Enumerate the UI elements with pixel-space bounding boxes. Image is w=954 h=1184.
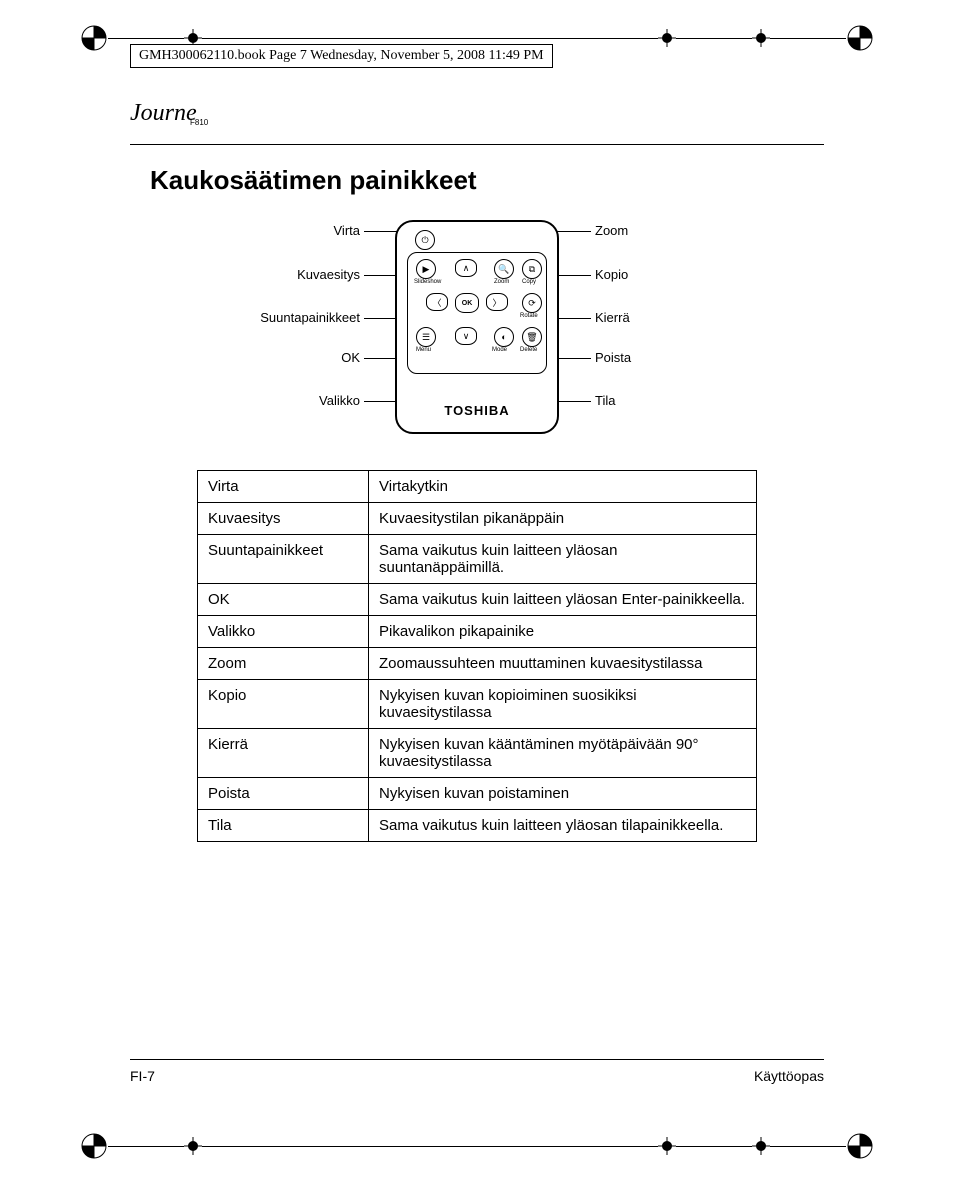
- crop-cross-icon: [658, 29, 676, 47]
- crop-cross-icon: [752, 1137, 770, 1155]
- copy-icon: ⧉: [522, 259, 542, 279]
- page-footer: FI-7 Käyttöopas: [130, 1059, 824, 1084]
- left-arrow-icon: 〈: [426, 293, 448, 311]
- page-number: FI-7: [130, 1068, 155, 1084]
- term-cell: Kierrä: [198, 729, 369, 778]
- callout-zoom: Zoom: [595, 223, 628, 238]
- term-cell: Valikko: [198, 616, 369, 648]
- page-content: Journe F810 Kaukosäätimen painikkeet Vir…: [130, 100, 824, 1094]
- slideshow-label: Slideshow: [414, 279, 441, 285]
- callout-valikko: Valikko: [230, 393, 360, 408]
- reg-mark-icon: [80, 1132, 108, 1160]
- reg-mark-icon: [846, 1132, 874, 1160]
- table-row: TilaSama vaikutus kuin laitteen yläosan …: [198, 810, 757, 842]
- callout-suuntapainikkeet: Suuntapainikkeet: [190, 310, 360, 325]
- desc-cell: Zoomaussuhteen muuttaminen kuvaesitystil…: [369, 648, 757, 680]
- callout-poista: Poista: [595, 350, 631, 365]
- ok-button-icon: OK: [455, 293, 479, 313]
- term-cell: Zoom: [198, 648, 369, 680]
- term-cell: Virta: [198, 471, 369, 503]
- remote-button-panel: ▶ ∧ 🔍 ⧉ Slideshow Zoom Copy 〈 OK 〉 ⟳ Rot…: [407, 252, 547, 374]
- zoom-label: Zoom: [494, 279, 509, 285]
- callout-tila: Tila: [595, 393, 615, 408]
- table-row: ZoomZoomaussuhteen muuttaminen kuvaesity…: [198, 648, 757, 680]
- callout-kierra: Kierrä: [595, 310, 630, 325]
- product-logo: Journe F810: [130, 100, 824, 140]
- table-row: KierräNykyisen kuvan kääntäminen myötäpä…: [198, 729, 757, 778]
- rotate-icon: ⟳: [522, 293, 542, 313]
- term-cell: Kuvaesitys: [198, 503, 369, 535]
- reg-mark-icon: [846, 24, 874, 52]
- term-cell: Kopio: [198, 680, 369, 729]
- table-row: ValikkoPikavalikon pikapainike: [198, 616, 757, 648]
- term-cell: Suuntapainikkeet: [198, 535, 369, 584]
- slideshow-icon: ▶: [416, 259, 436, 279]
- delete-label: Delete: [520, 347, 537, 353]
- desc-cell: Sama vaikutus kuin laitteen yläosan Ente…: [369, 584, 757, 616]
- crop-cross-icon: [184, 1137, 202, 1155]
- desc-cell: Virtakytkin: [369, 471, 757, 503]
- power-icon: ⏻: [415, 230, 435, 250]
- desc-cell: Nykyisen kuvan kopioiminen suosikiksi ku…: [369, 680, 757, 729]
- remote-diagram: Virta Kuvaesitys Suuntapainikkeet OK Val…: [130, 220, 824, 450]
- up-arrow-icon: ∧: [455, 259, 477, 277]
- down-arrow-icon: ∨: [455, 327, 477, 345]
- crop-cross-icon: [658, 1137, 676, 1155]
- zoom-icon: 🔍: [494, 259, 514, 279]
- term-cell: Poista: [198, 778, 369, 810]
- copy-label: Copy: [522, 279, 536, 285]
- desc-cell: Kuvaesitystilan pikanäppäin: [369, 503, 757, 535]
- table-row: KuvaesitysKuvaesitystilan pikanäppäin: [198, 503, 757, 535]
- reg-mark-icon: [80, 24, 108, 52]
- table-row: OKSama vaikutus kuin laitteen yläosan En…: [198, 584, 757, 616]
- brand-label: TOSHIBA: [397, 403, 557, 418]
- desc-cell: Sama vaikutus kuin laitteen yläosan tila…: [369, 810, 757, 842]
- table-row: VirtaVirtakytkin: [198, 471, 757, 503]
- definition-table: VirtaVirtakytkinKuvaesitysKuvaesitystila…: [197, 470, 757, 842]
- running-head: GMH300062110.book Page 7 Wednesday, Nove…: [130, 44, 553, 68]
- callout-ok: OK: [230, 350, 360, 365]
- desc-cell: Pikavalikon pikapainike: [369, 616, 757, 648]
- divider: [130, 144, 824, 145]
- logo-model: F810: [190, 118, 208, 127]
- mode-icon: ◐: [494, 327, 514, 347]
- delete-icon: 🗑: [522, 327, 542, 347]
- menu-icon: ☰: [416, 327, 436, 347]
- mode-label: Mode: [492, 347, 507, 353]
- callout-kopio: Kopio: [595, 267, 628, 282]
- desc-cell: Nykyisen kuvan kääntäminen myötäpäivään …: [369, 729, 757, 778]
- term-cell: OK: [198, 584, 369, 616]
- crop-cross-icon: [752, 29, 770, 47]
- desc-cell: Sama vaikutus kuin laitteen yläosan suun…: [369, 535, 757, 584]
- rotate-label: Rotate: [520, 313, 538, 319]
- right-arrow-icon: 〉: [486, 293, 508, 311]
- doc-title: Käyttöopas: [754, 1068, 824, 1084]
- remote-body: ⏻ ▶ ∧ 🔍 ⧉ Slideshow Zoom Copy 〈 OK 〉 ⟳ R…: [395, 220, 559, 434]
- logo-script: Journe: [130, 100, 197, 126]
- bottom-registration-row: [80, 1132, 874, 1160]
- divider: [130, 1059, 824, 1060]
- desc-cell: Nykyisen kuvan poistaminen: [369, 778, 757, 810]
- table-row: PoistaNykyisen kuvan poistaminen: [198, 778, 757, 810]
- callout-kuvaesitys: Kuvaesitys: [210, 267, 360, 282]
- section-title: Kaukosäätimen painikkeet: [150, 165, 824, 196]
- table-row: SuuntapainikkeetSama vaikutus kuin laitt…: [198, 535, 757, 584]
- term-cell: Tila: [198, 810, 369, 842]
- callout-virta: Virta: [230, 223, 360, 238]
- table-row: KopioNykyisen kuvan kopioiminen suosikik…: [198, 680, 757, 729]
- menu-label: Menu: [416, 347, 431, 353]
